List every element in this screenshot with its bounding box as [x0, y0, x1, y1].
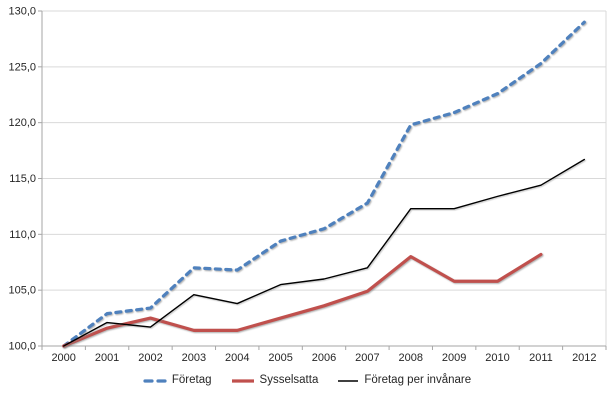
y-tick-label: 105,0 [8, 285, 36, 297]
legend-label-foretag-per-invanare: Företag per invånare [364, 374, 472, 387]
y-tick-label: 125,0 [8, 61, 36, 73]
x-tick-label: 2011 [529, 352, 553, 364]
y-tick-label: 110,0 [9, 229, 36, 241]
x-tick-label: 2008 [399, 352, 423, 364]
x-tick-label: 2010 [485, 352, 509, 364]
solid-line-swatch-icon [231, 379, 254, 383]
y-tick-label: 130,0 [8, 6, 36, 18]
x-tick-label: 2012 [572, 352, 596, 364]
series-line-2 [62, 158, 586, 347]
x-tick-label: 2006 [312, 352, 336, 364]
x-tick-label: 2000 [51, 352, 75, 364]
x-tick-label: 2009 [442, 352, 466, 364]
dashed-line-swatch-icon [143, 379, 167, 383]
x-tick-label: 2005 [268, 352, 292, 364]
legend-label-foretag: Företag [171, 374, 212, 387]
x-tick-label: 2002 [138, 352, 162, 364]
series-line-0 [62, 20, 586, 348]
x-tick-label: 2004 [225, 352, 249, 364]
legend-item-foretag-per-invanare: Företag per invånare [337, 375, 471, 387]
y-tick-label: 120,0 [8, 117, 36, 129]
x-tick-label: 2001 [95, 352, 119, 364]
x-tick-label: 2003 [182, 352, 206, 364]
series-line-1 [62, 252, 543, 348]
legend-label-sysselsatta: Sysselsatta [259, 374, 319, 387]
y-tick-label: 115,0 [9, 173, 36, 185]
thin-line-swatch-icon [338, 380, 359, 382]
chart-legend: Företag Sysselsatta Företag per invånare [0, 369, 614, 393]
y-tick-label: 100,0 [8, 341, 36, 353]
legend-item-foretag: Företag [143, 375, 212, 387]
legend-item-sysselsatta: Sysselsatta [231, 374, 319, 387]
x-tick-label: 2007 [355, 352, 379, 364]
